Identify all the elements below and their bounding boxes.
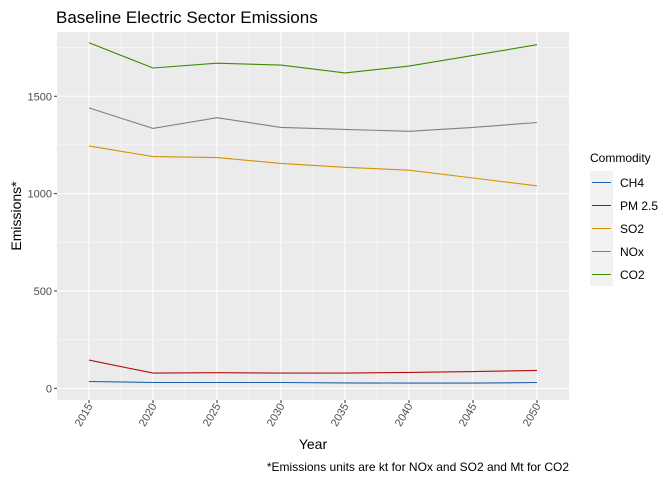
legend-label: CO2: [620, 268, 645, 282]
y-tick-label: 500: [34, 286, 52, 298]
chart-caption: *Emissions units are kt for NOx and SO2 …: [267, 460, 569, 474]
series-lines: [88, 42, 538, 384]
legend-label: CH4: [620, 176, 644, 190]
legend-title: Commodity: [590, 151, 651, 165]
y-tick-label: 1500: [28, 91, 52, 103]
series-line-co2: [88, 42, 538, 74]
series-line-nox: [88, 107, 538, 132]
y-axis-title: Emissions*: [8, 181, 24, 251]
legend-label: NOx: [620, 245, 644, 259]
x-tick-label: 2030: [265, 402, 288, 429]
x-tick-label: 2015: [73, 402, 96, 429]
grid-lines: [57, 32, 569, 400]
legend-label: SO2: [620, 222, 644, 236]
x-axis-title: Year: [299, 436, 328, 452]
x-tick-label: 2040: [393, 402, 416, 429]
x-tick-label: 2035: [329, 402, 352, 429]
series-line-ch4: [88, 380, 538, 384]
series-line-so2: [88, 145, 538, 187]
x-tick-label: 2020: [137, 402, 160, 429]
x-tick-label: 2025: [201, 402, 224, 429]
y-tick-label: 1000: [28, 189, 52, 201]
chart-title: Baseline Electric Sector Emissions: [56, 8, 318, 27]
legend-label: PM 2.5: [620, 199, 658, 213]
series-line-pm-2-5: [88, 359, 538, 374]
x-tick-label: 2045: [457, 402, 480, 429]
legend: Commodity CH4 PM 2.5 SO2 NOx CO2: [590, 151, 658, 286]
x-tick-label: 2050: [521, 402, 544, 429]
y-tick-label: 0: [46, 383, 52, 395]
